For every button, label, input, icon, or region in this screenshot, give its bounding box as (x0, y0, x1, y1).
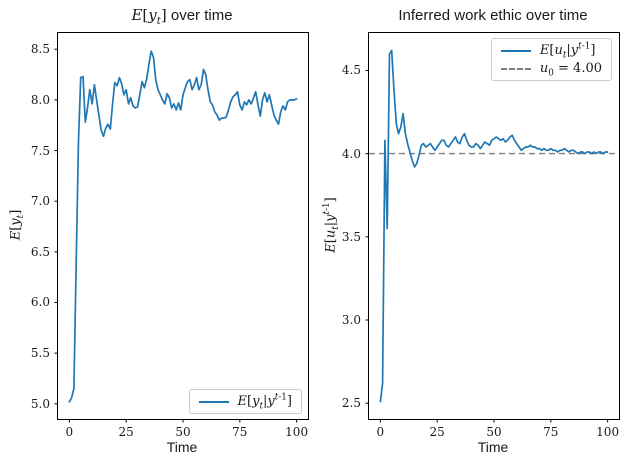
legend: E[yt|yt-1] (188, 389, 302, 414)
y-tick-label: 5.5 (30, 346, 50, 361)
y-tick-label: 8.5 (30, 42, 50, 57)
x-tick-label: 25 (118, 425, 134, 439)
y-axis-label-left: E[yt] (8, 209, 27, 241)
y-axis-label-right: E[ut|yt-1] (322, 197, 342, 253)
legend-entry: E[ut|yt-1] (500, 41, 602, 61)
y-tick-label: 3.0 (341, 313, 361, 327)
y-tick-label: 4.0 (341, 146, 361, 161)
x-tick-label: 100 (596, 425, 620, 439)
legend-label: E[yt|yt-1] (237, 392, 293, 412)
title-math: E[yt] (131, 6, 167, 27)
y-tick-label: 7.5 (30, 143, 50, 158)
legend-dashed-line-sample (500, 67, 531, 70)
plot-title-right: Inferred work ethic over time (368, 6, 618, 24)
plot-title-left: E[yt] over time (57, 6, 307, 27)
legend-line-sample (198, 400, 229, 403)
legend: E[ut|yt-1] u0 = 4.00 (490, 38, 612, 81)
y-tick-label: 6.5 (30, 244, 50, 259)
plot-canvas (54, 48, 298, 423)
y-tick-label: 5.0 (30, 396, 50, 411)
legend-label: E[ut|yt-1] (539, 41, 596, 61)
title-text: Inferred work ethic over time (398, 7, 588, 24)
x-tick-label: 50 (175, 425, 191, 439)
x-tick-label: 0 (65, 425, 74, 439)
legend-label: u0 = 4.00 (539, 61, 602, 79)
x-axis-label-right: Time (477, 439, 509, 455)
y-tick-label: 2.5 (341, 396, 361, 411)
x-tick-label: 75 (232, 425, 248, 439)
x-axis-label-left: Time (166, 439, 198, 455)
legend-entry: E[yt|yt-1] (198, 392, 293, 412)
axes-left: 0 25 50 75 100 5.0 5.5 6.0 6.5 7.0 7.5 8.0 8.5 E[yt|y… (31, 32, 309, 439)
legend-line-sample (500, 49, 531, 52)
y-tick-label: 4.5 (341, 63, 361, 78)
x-tick-label: 25 (429, 425, 445, 439)
series-line (379, 49, 609, 403)
y-tick-label: 6.0 (30, 295, 50, 310)
x-tick-label: 50 (486, 425, 502, 439)
series-line (68, 50, 298, 403)
x-tick-label: 75 (543, 425, 559, 439)
y-tick-label: 3.5 (341, 229, 361, 244)
title-text: over time (166, 7, 233, 24)
axes-right: 0 25 50 75 100 2.5 3.0 3.5 4.0 4.5 E[ut|yt-1] u0 = … (342, 32, 620, 439)
x-tick-label: 0 (376, 425, 385, 439)
x-tick-label: 100 (285, 425, 309, 439)
y-tick-label: 8.0 (30, 92, 50, 107)
plot-canvas (365, 49, 619, 423)
y-tick-label: 7.0 (30, 194, 50, 209)
legend-entry: u0 = 4.00 (500, 61, 602, 79)
